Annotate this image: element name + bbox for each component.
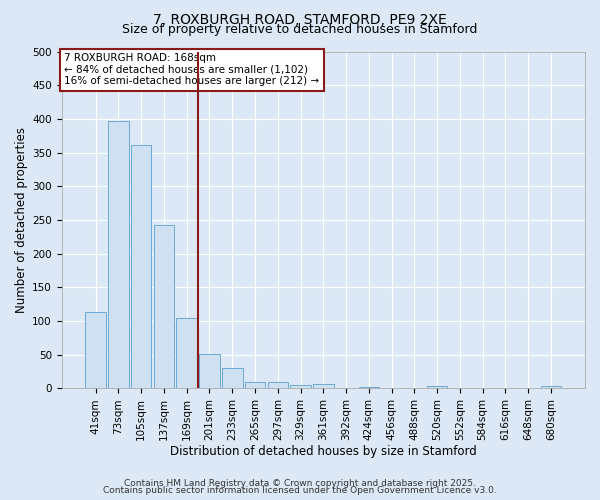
Bar	[313, 384, 334, 388]
Bar	[176, 318, 197, 388]
Text: 7, ROXBURGH ROAD, STAMFORD, PE9 2XE: 7, ROXBURGH ROAD, STAMFORD, PE9 2XE	[153, 12, 447, 26]
Y-axis label: Number of detached properties: Number of detached properties	[15, 127, 28, 313]
Bar	[268, 382, 288, 388]
Text: Contains HM Land Registry data © Crown copyright and database right 2025.: Contains HM Land Registry data © Crown c…	[124, 478, 476, 488]
Text: Size of property relative to detached houses in Stamford: Size of property relative to detached ho…	[122, 24, 478, 36]
Bar	[290, 385, 311, 388]
Bar	[131, 144, 151, 388]
Bar	[427, 386, 448, 388]
Bar	[222, 368, 242, 388]
X-axis label: Distribution of detached houses by size in Stamford: Distribution of detached houses by size …	[170, 444, 476, 458]
Bar	[154, 224, 174, 388]
Bar	[108, 121, 128, 388]
Text: Contains public sector information licensed under the Open Government Licence v3: Contains public sector information licen…	[103, 486, 497, 495]
Bar	[245, 382, 265, 388]
Bar	[359, 387, 379, 388]
Bar	[85, 312, 106, 388]
Bar	[199, 354, 220, 388]
Text: 7 ROXBURGH ROAD: 168sqm
← 84% of detached houses are smaller (1,102)
16% of semi: 7 ROXBURGH ROAD: 168sqm ← 84% of detache…	[64, 53, 319, 86]
Bar	[541, 386, 561, 388]
